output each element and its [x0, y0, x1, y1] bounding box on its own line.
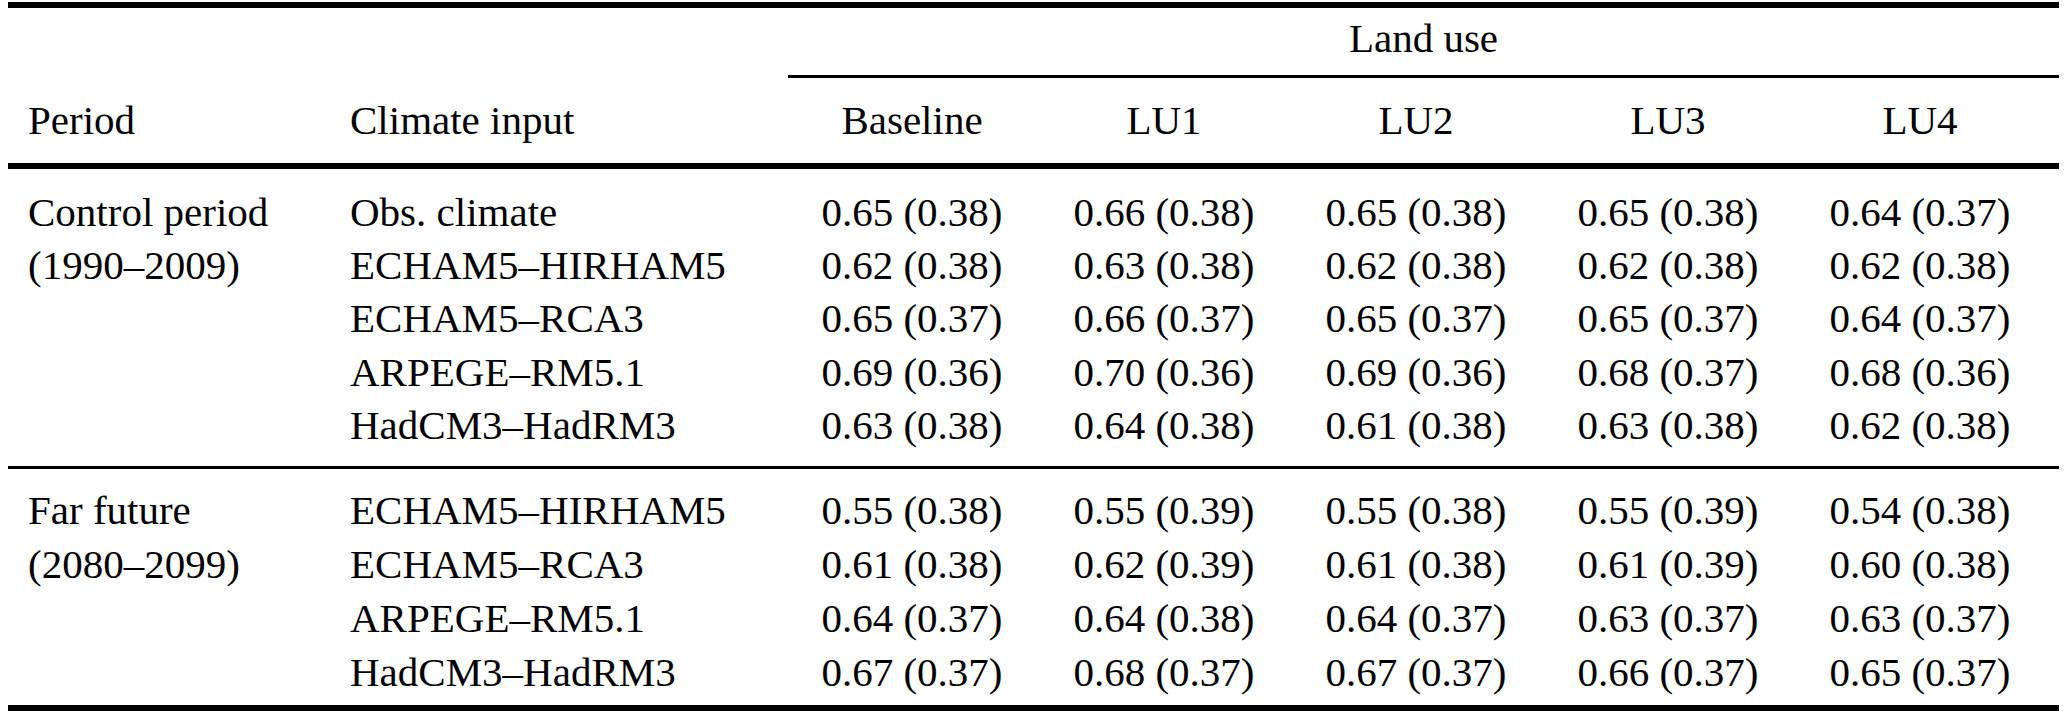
- value-cell: 0.62 (0.38): [1542, 243, 1794, 287]
- landuse-spanner-rule: [788, 75, 2059, 78]
- value-cell: 0.69 (0.36): [786, 350, 1038, 394]
- value-cell: 0.55 (0.38): [1290, 488, 1542, 532]
- lu4-column-header: LU4: [1794, 98, 2046, 142]
- period-years: (2080–2099): [28, 542, 240, 586]
- value-cell: 0.67 (0.37): [786, 650, 1038, 694]
- value-cell: 0.60 (0.38): [1794, 542, 2046, 586]
- value-cell: 0.64 (0.38): [1038, 403, 1290, 447]
- value-cell: 0.63 (0.37): [1794, 596, 2046, 640]
- header-bottom-rule: [8, 163, 2059, 169]
- climate-input-cell: Obs. climate: [350, 190, 557, 234]
- value-cell: 0.65 (0.38): [786, 190, 1038, 234]
- value-cell: 0.63 (0.38): [786, 403, 1038, 447]
- value-cell: 0.62 (0.38): [1794, 403, 2046, 447]
- lu3-column-header: LU3: [1542, 98, 1794, 142]
- value-cell: 0.69 (0.36): [1290, 350, 1542, 394]
- period-column-header: Period: [28, 98, 135, 142]
- value-cell: 0.70 (0.36): [1038, 350, 1290, 394]
- climate-input-cell: ECHAM5–RCA3: [350, 296, 644, 340]
- climate-input-cell: HadCM3–HadRM3: [350, 403, 676, 447]
- value-cell: 0.65 (0.37): [1794, 650, 2046, 694]
- value-cell: 0.55 (0.38): [786, 488, 1038, 532]
- value-cell: 0.62 (0.39): [1038, 542, 1290, 586]
- baseline-column-header: Baseline: [786, 98, 1038, 142]
- period-label: Control period: [28, 190, 268, 234]
- table-bottom-rule: [8, 705, 2059, 711]
- value-cell: 0.63 (0.37): [1542, 596, 1794, 640]
- value-cell: 0.65 (0.37): [786, 296, 1038, 340]
- value-cell: 0.64 (0.38): [1038, 596, 1290, 640]
- climate-input-cell: ARPEGE–RM5.1: [350, 350, 645, 394]
- value-cell: 0.54 (0.38): [1794, 488, 2046, 532]
- value-cell: 0.66 (0.38): [1038, 190, 1290, 234]
- value-cell: 0.65 (0.38): [1290, 190, 1542, 234]
- period-years: (1990–2009): [28, 243, 240, 287]
- value-cell: 0.64 (0.37): [1794, 190, 2046, 234]
- value-cell: 0.62 (0.38): [1290, 243, 1542, 287]
- journal-table: Land use Period Climate input Baseline L…: [0, 0, 2067, 719]
- lu1-column-header: LU1: [1038, 98, 1290, 142]
- value-cell: 0.65 (0.37): [1290, 296, 1542, 340]
- value-cell: 0.66 (0.37): [1038, 296, 1290, 340]
- value-cell: 0.65 (0.38): [1542, 190, 1794, 234]
- period-label: Far future: [28, 488, 191, 532]
- value-cell: 0.63 (0.38): [1038, 243, 1290, 287]
- value-cell: 0.64 (0.37): [1290, 596, 1542, 640]
- climate-input-cell: HadCM3–HadRM3: [350, 650, 676, 694]
- value-cell: 0.66 (0.37): [1542, 650, 1794, 694]
- climate-input-column-header: Climate input: [350, 98, 574, 142]
- climate-input-cell: ECHAM5–HIRHAM5: [350, 488, 726, 532]
- value-cell: 0.61 (0.39): [1542, 542, 1794, 586]
- value-cell: 0.65 (0.37): [1542, 296, 1794, 340]
- value-cell: 0.68 (0.37): [1542, 350, 1794, 394]
- lu2-column-header: LU2: [1290, 98, 1542, 142]
- value-cell: 0.61 (0.38): [786, 542, 1038, 586]
- value-cell: 0.68 (0.36): [1794, 350, 2046, 394]
- climate-input-cell: ECHAM5–HIRHAM5: [350, 243, 726, 287]
- value-cell: 0.61 (0.38): [1290, 403, 1542, 447]
- climate-input-cell: ARPEGE–RM5.1: [350, 596, 645, 640]
- value-cell: 0.62 (0.38): [1794, 243, 2046, 287]
- value-cell: 0.64 (0.37): [786, 596, 1038, 640]
- value-cell: 0.64 (0.37): [1794, 296, 2046, 340]
- value-cell: 0.63 (0.38): [1542, 403, 1794, 447]
- table-top-rule: [8, 2, 2059, 8]
- value-cell: 0.55 (0.39): [1542, 488, 1794, 532]
- value-cell: 0.68 (0.37): [1038, 650, 1290, 694]
- value-cell: 0.61 (0.38): [1290, 542, 1542, 586]
- value-cell: 0.55 (0.39): [1038, 488, 1290, 532]
- landuse-group-header: Land use: [788, 14, 2059, 62]
- value-cell: 0.67 (0.37): [1290, 650, 1542, 694]
- section-divider-rule: [8, 466, 2059, 469]
- climate-input-cell: ECHAM5–RCA3: [350, 542, 644, 586]
- value-cell: 0.62 (0.38): [786, 243, 1038, 287]
